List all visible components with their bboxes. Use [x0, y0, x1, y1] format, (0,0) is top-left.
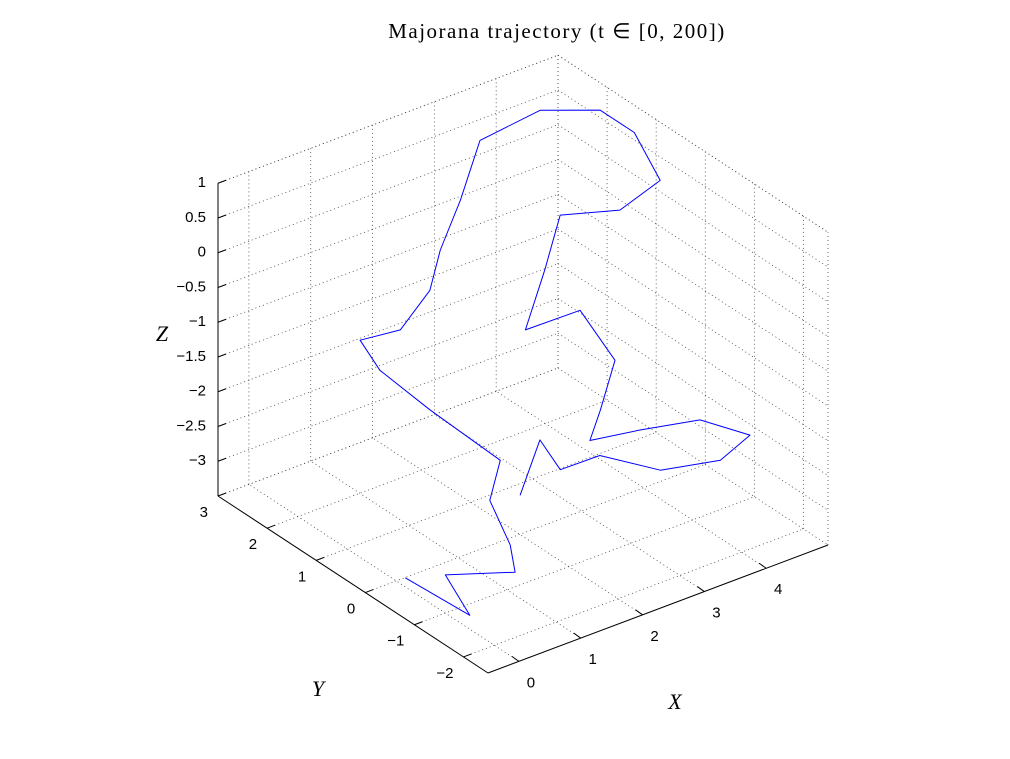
z-tick-label: −3 [189, 452, 206, 469]
box-edge [557, 367, 829, 546]
y-tick [316, 556, 325, 561]
y-tick [414, 621, 423, 626]
grid-line [372, 437, 643, 616]
z-tick-label: −0.5 [176, 278, 206, 295]
z-tick-label: −2.5 [176, 417, 206, 434]
y-tick-label: 1 [298, 568, 306, 585]
x-tick [758, 562, 767, 569]
z-tick [217, 353, 227, 358]
y-tick [463, 653, 472, 658]
grid-line [557, 298, 829, 476]
z-tick [217, 179, 227, 184]
grid-line [266, 399, 608, 529]
x-tick-label: 1 [589, 651, 597, 668]
grid-line [495, 390, 767, 569]
grid-line [217, 54, 559, 184]
grid-line [217, 89, 559, 219]
y-tick [266, 524, 276, 529]
grid-line [557, 159, 829, 337]
grid-line [557, 54, 829, 233]
y-tick-label: 0 [347, 601, 355, 618]
z-tick-label: −1 [189, 313, 206, 330]
z-tick [217, 284, 227, 288]
x-axis-label: X [667, 689, 683, 714]
z-tick [217, 457, 227, 462]
x-tick [697, 586, 705, 592]
z-tick [217, 249, 227, 254]
y-tick [365, 589, 374, 594]
grid-line [217, 228, 559, 358]
grid-line [316, 431, 657, 561]
x-tick [635, 609, 643, 616]
x-axis [487, 544, 829, 674]
z-tick-label: 0.5 [185, 209, 206, 226]
z-tick-label: 0 [198, 244, 206, 261]
grid-line [365, 464, 706, 593]
y-tick-label: 3 [200, 504, 208, 521]
x-tick-label: 0 [527, 674, 535, 691]
grid-line [217, 332, 559, 462]
z-axis-label: Z [156, 321, 169, 346]
x-tick-label: 2 [650, 628, 658, 645]
grid-line [217, 367, 559, 497]
y-axis-label: Y [312, 676, 327, 701]
x-tick [511, 655, 520, 662]
grid-line [217, 298, 559, 427]
grid-line [434, 414, 705, 592]
z-tick [217, 423, 227, 427]
grid-line [217, 159, 559, 288]
z-tick-label: −1.5 [176, 348, 206, 365]
y-axis [217, 495, 489, 674]
grid-line [463, 528, 804, 658]
x-tick-label: 4 [774, 581, 782, 598]
z-tick-label: 1 [198, 174, 206, 191]
grid-line [557, 193, 829, 372]
y-tick-label: −1 [387, 633, 404, 650]
z-tick [217, 318, 227, 323]
y-tick [217, 492, 227, 497]
grid-line [217, 193, 559, 323]
y-tick-label: −2 [436, 665, 453, 682]
grid-line [414, 496, 755, 626]
z-tick [217, 214, 227, 219]
grid-line [217, 263, 559, 393]
grid-line [557, 332, 829, 511]
grid-line [557, 228, 829, 407]
grid-line [557, 89, 829, 268]
trajectory [359, 109, 751, 616]
grid-line [217, 124, 559, 254]
z-tick-label: −2 [189, 383, 206, 400]
z-tick [217, 388, 227, 393]
x-tick [573, 632, 582, 639]
grid-line [248, 484, 520, 662]
grid-line [557, 124, 829, 303]
chart-title: Majorana trajectory (t ∈ [0, 200]) [388, 19, 726, 43]
y-tick-label: 2 [249, 536, 257, 553]
x-tick-label: 3 [712, 605, 720, 622]
